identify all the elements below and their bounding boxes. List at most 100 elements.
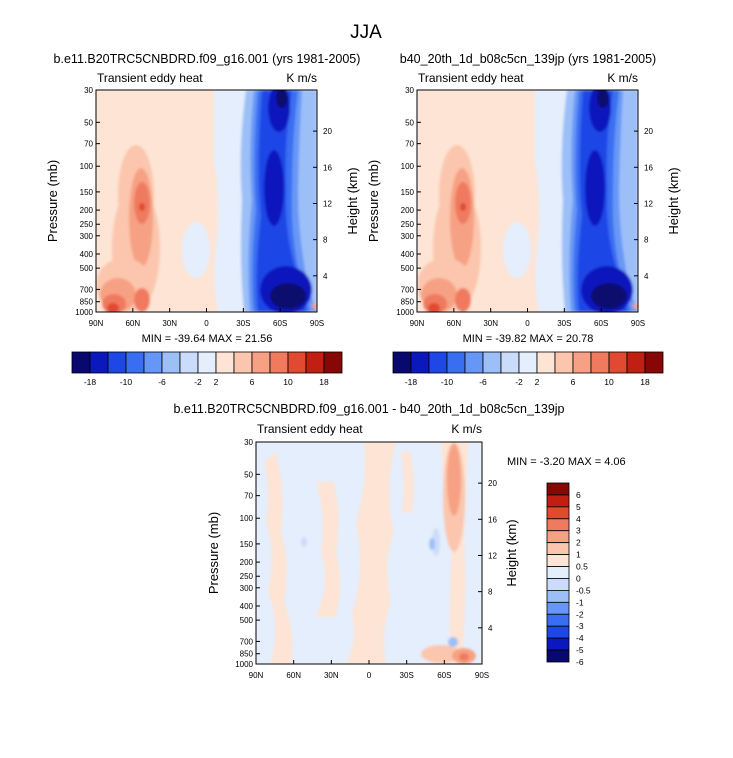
colorbar-label: 0.5 bbox=[576, 562, 588, 572]
latitude-tick-label: 0 bbox=[204, 319, 209, 328]
colorbar-label: 18 bbox=[640, 377, 650, 387]
colorbar-label: -2 bbox=[194, 377, 202, 387]
pressure-tick-label: 30 bbox=[405, 86, 414, 95]
latitude-tick-label: 90S bbox=[475, 671, 489, 680]
colorbar-box bbox=[500, 351, 520, 374]
pressure-tick-label: 150 bbox=[401, 188, 415, 197]
pressure-tick-label: 400 bbox=[401, 250, 415, 259]
latitude-tick-label: 30S bbox=[557, 319, 571, 328]
pressure-tick-label: 1000 bbox=[75, 308, 93, 317]
colorbar-label: 3 bbox=[576, 526, 581, 536]
colorbar-box bbox=[546, 613, 570, 627]
panel-left: b.e11.B20TRC5CNBDRD.f09_g16.001 (yrs 198… bbox=[45, 52, 360, 387]
colorbar-box bbox=[482, 351, 502, 374]
pressure-tick-label: 300 bbox=[401, 232, 415, 241]
colorbar-label: -6 bbox=[576, 657, 584, 667]
pressure-tick-label: 70 bbox=[84, 140, 93, 149]
panel-diff-height-axis: 4 8 12 16 20 bbox=[478, 479, 497, 633]
colorbar-box bbox=[161, 351, 181, 374]
height-tick-label: 12 bbox=[644, 199, 653, 208]
colorbar-box bbox=[546, 601, 570, 615]
colorbar-label: -4 bbox=[576, 633, 584, 643]
colorbar-box bbox=[546, 554, 570, 567]
panel-left-title: b.e11.B20TRC5CNBDRD.f09_g16.001 (yrs 198… bbox=[54, 52, 361, 66]
colorbar-box bbox=[197, 351, 217, 374]
height-tick-label: 16 bbox=[488, 515, 497, 524]
colorbar-box bbox=[608, 351, 628, 374]
latitude-tick-label: 60S bbox=[437, 671, 451, 680]
colorbar-box bbox=[546, 566, 570, 579]
pressure-tick-label: 30 bbox=[84, 86, 93, 95]
colorbar-box bbox=[107, 351, 127, 374]
pressure-tick-label: 50 bbox=[405, 118, 414, 127]
latitude-tick-label: 30N bbox=[324, 671, 339, 680]
pressure-tick-label: 1000 bbox=[396, 308, 414, 317]
colorbar-label: -5 bbox=[576, 645, 584, 655]
colorbar-label: 4 bbox=[576, 514, 581, 524]
panel-diff-latitude-axis: 90N 60N 30N 0 30S 60S 90S bbox=[249, 660, 489, 680]
pressure-tick-label: 70 bbox=[405, 140, 414, 149]
colorbar-box bbox=[233, 351, 253, 374]
colorbar-label: -2 bbox=[576, 609, 584, 619]
panel-right-title: b40_20th_1d_b08c5cn_139jp (yrs 1981-2005… bbox=[400, 52, 656, 66]
latitude-tick-label: 90N bbox=[410, 319, 425, 328]
colorbar-label: 6 bbox=[576, 490, 581, 500]
height-tick-label: 4 bbox=[323, 272, 328, 281]
panel-right-units: K m/s bbox=[607, 71, 638, 85]
latitude-tick-label: 90S bbox=[631, 319, 645, 328]
panel-left-min-max: MIN = -39.64 MAX = 21.56 bbox=[142, 333, 273, 345]
pressure-tick-label: 50 bbox=[84, 118, 93, 127]
colorbar-box bbox=[269, 351, 289, 374]
panel-diff-field bbox=[256, 442, 482, 664]
colorbar-label: 2 bbox=[576, 538, 581, 548]
colorbar-box bbox=[626, 351, 646, 374]
panel-left-height-axis: 4 8 12 16 20 bbox=[313, 127, 332, 281]
colorbar-label: 2 bbox=[214, 377, 219, 387]
pressure-tick-label: 500 bbox=[80, 264, 94, 273]
latitude-tick-label: 60N bbox=[446, 319, 461, 328]
figure-title: JJA bbox=[350, 22, 382, 43]
pressure-tick-label: 200 bbox=[80, 206, 94, 215]
colorbar-box bbox=[644, 351, 664, 374]
panel-right-colorbar: -18 -10 -6 -2 2 6 10 18 bbox=[392, 351, 664, 387]
pressure-tick-label: 700 bbox=[240, 637, 254, 646]
colorbar-box bbox=[410, 351, 430, 374]
pressure-tick-label: 200 bbox=[240, 558, 254, 567]
pressure-tick-label: 100 bbox=[240, 514, 254, 523]
panel-right-latitude-axis: 90N 60N 30N 0 30S 60S 90S bbox=[410, 308, 645, 328]
colorbar-box bbox=[323, 351, 343, 374]
colorbar-label: 6 bbox=[250, 377, 255, 387]
colorbar-box bbox=[546, 649, 570, 663]
colorbar-box bbox=[546, 482, 570, 496]
colorbar-label: -18 bbox=[84, 377, 97, 387]
panel-right-min-max: MIN = -39.82 MAX = 20.78 bbox=[463, 333, 594, 345]
latitude-tick-label: 0 bbox=[367, 671, 372, 680]
colorbar-label: -3 bbox=[576, 621, 584, 631]
panel-left-field bbox=[96, 90, 317, 312]
colorbar-box bbox=[446, 351, 466, 374]
height-tick-label: 8 bbox=[644, 236, 649, 245]
panel-diff-title: b.e11.B20TRC5CNBDRD.f09_g16.001 - b40_20… bbox=[173, 402, 564, 416]
colorbar-label: 18 bbox=[319, 377, 329, 387]
colorbar-box bbox=[554, 351, 574, 374]
colorbar-label: -2 bbox=[515, 377, 523, 387]
latitude-tick-label: 90S bbox=[310, 319, 324, 328]
pressure-tick-label: 500 bbox=[240, 616, 254, 625]
panel-diff-min-max: MIN = -3.20 MAX = 4.06 bbox=[507, 456, 626, 468]
panel-left-ylabel: Pressure (mb) bbox=[45, 160, 60, 242]
colorbar-box bbox=[287, 351, 307, 374]
colorbar-label: 10 bbox=[604, 377, 614, 387]
latitude-tick-label: 90N bbox=[89, 319, 104, 328]
latitude-tick-label: 60N bbox=[125, 319, 140, 328]
panel-diff-ylabel-right: Height (km) bbox=[504, 519, 519, 586]
colorbar-label: -6 bbox=[158, 377, 166, 387]
colorbar-box bbox=[546, 637, 570, 651]
panel-right-ylabel: Pressure (mb) bbox=[366, 160, 381, 242]
latitude-tick-label: 60S bbox=[594, 319, 608, 328]
colorbar-label: 10 bbox=[283, 377, 293, 387]
panel-diff-ylabel: Pressure (mb) bbox=[206, 512, 221, 594]
pressure-tick-label: 300 bbox=[240, 584, 254, 593]
